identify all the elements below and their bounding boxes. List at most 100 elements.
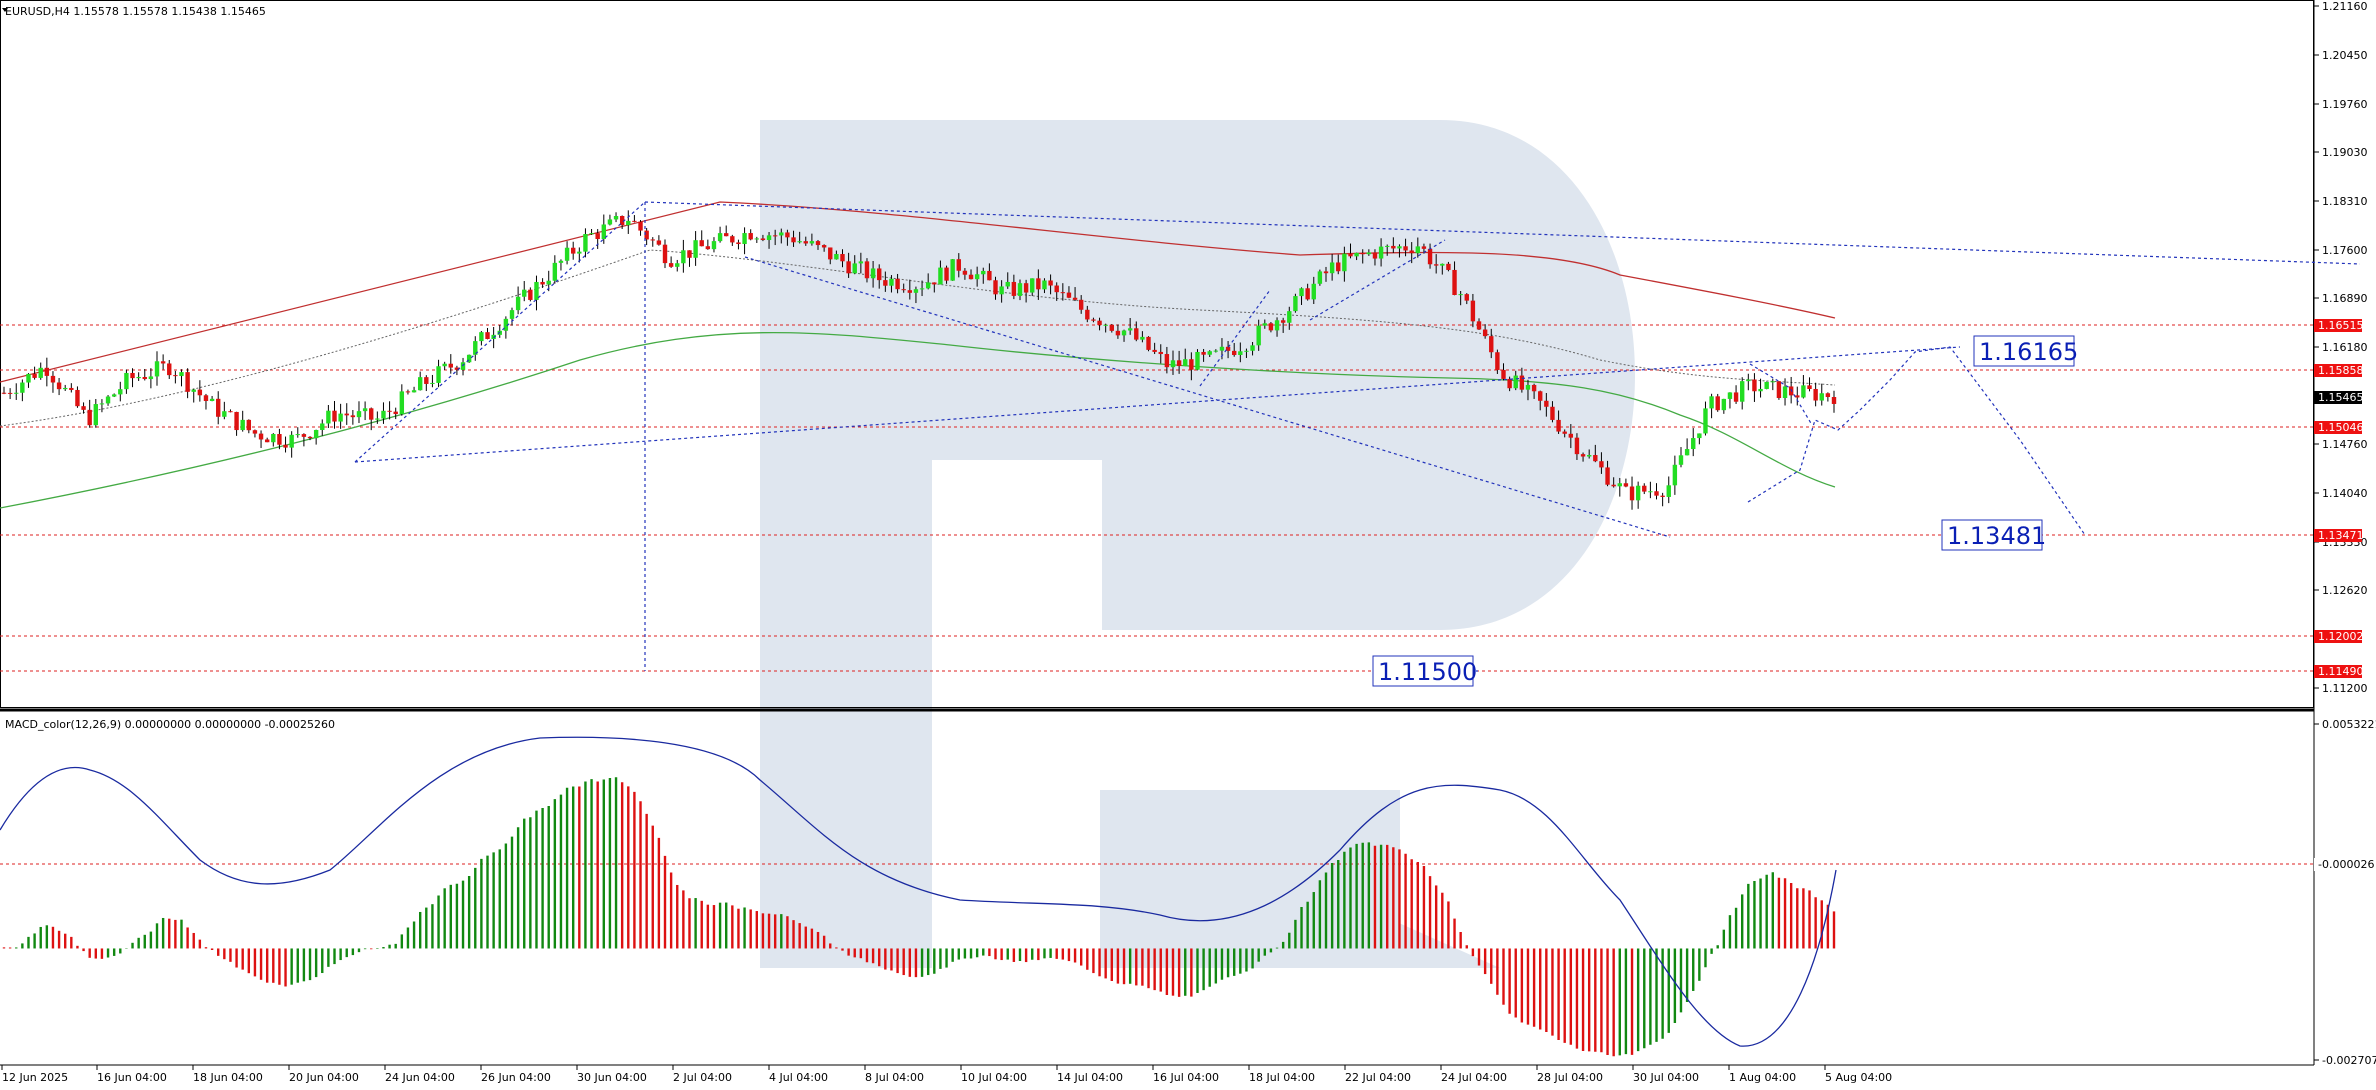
candle	[968, 269, 974, 280]
candlestick-series[interactable]	[1, 210, 1837, 510]
candle	[56, 377, 62, 396]
bull-candle-body	[889, 278, 894, 286]
bull-candle-body	[1739, 381, 1745, 402]
time-tick: 20 Jun 04:00	[288, 1065, 359, 1084]
horizontal-levels[interactable]	[0, 324, 2314, 865]
target-label-1[interactable]: 1.16165	[1973, 335, 2078, 367]
time-axis-labels[interactable]: 12 Jun 2025 16 Jun 04:00 18 Jun 04:00 20…	[1, 1065, 1892, 1084]
candle	[1519, 367, 1525, 393]
level-tag: 1.15046	[2314, 421, 2364, 434]
time-tick: 5 Aug 04:00	[1824, 1065, 1892, 1084]
bear-candle-body	[332, 410, 337, 422]
bear-candle-body	[944, 267, 949, 281]
candle	[1317, 269, 1323, 286]
bull-candle-body	[240, 419, 245, 431]
time-tick: 4 Jul 04:00	[768, 1065, 828, 1084]
price-scale-tick: 1.14760	[2314, 438, 2368, 451]
bear-candle-body	[1409, 250, 1414, 254]
candle	[828, 247, 833, 265]
target-label-2[interactable]: 1.13481	[1941, 519, 2046, 551]
candle	[1005, 272, 1010, 289]
candle	[1599, 452, 1604, 474]
bull-candle-body	[222, 411, 227, 417]
candle	[93, 398, 99, 428]
time-tick: 16 Jul 04:00	[1152, 1065, 1219, 1084]
bull-candle-body	[1250, 345, 1255, 351]
candle	[252, 429, 258, 438]
bear-candle-body	[968, 274, 974, 280]
candle	[1146, 336, 1151, 352]
candle	[668, 256, 674, 268]
bull-candle-body	[950, 259, 955, 281]
candle	[895, 273, 900, 294]
candle	[1207, 350, 1212, 358]
candle	[736, 239, 741, 250]
bear-candle-body	[1752, 379, 1757, 392]
candle	[717, 226, 723, 243]
svg-text:1.20450: 1.20450	[2322, 49, 2368, 62]
macd-histogram[interactable]	[2, 777, 1836, 1057]
svg-text:1.16515: 1.16515	[2318, 319, 2364, 332]
candle	[883, 271, 888, 292]
caption-arrow-icon[interactable]	[2, 8, 8, 12]
bear-candle-body	[846, 261, 851, 274]
bear-candle-body	[56, 382, 62, 390]
candle	[858, 252, 864, 274]
bull-candle-body	[1293, 296, 1298, 312]
bull-candle-body	[1397, 246, 1402, 249]
macd-caption: MACD_color(12,26,9) 0.00000000 0.0000000…	[5, 718, 335, 731]
candle	[1011, 274, 1017, 300]
candle	[699, 230, 704, 247]
bear-candle-body	[1489, 336, 1494, 353]
bear-candle-body	[687, 250, 692, 258]
bull-candle-body	[1354, 252, 1359, 257]
symbol-caption: EURUSD,H4 1.15578 1.15578 1.15438 1.1546…	[5, 5, 266, 18]
candle	[246, 419, 252, 434]
candle	[662, 239, 668, 269]
bull-candle-body	[534, 281, 539, 300]
svg-text:-0.000026: -0.000026	[2318, 858, 2374, 871]
time-tick: 14 Jul 04:00	[1056, 1065, 1123, 1084]
candle	[99, 399, 105, 413]
candle	[1739, 377, 1745, 410]
bear-candle-body	[748, 233, 753, 240]
price-scale-labels[interactable]: 1.21160 1.20450 1.19760 1.19030 1.18310 …	[2314, 0, 2368, 695]
candle	[577, 247, 582, 263]
candle	[1458, 290, 1463, 306]
bear-candle-body	[662, 244, 668, 264]
candle	[1329, 253, 1335, 281]
candle	[405, 389, 411, 395]
candle	[1648, 481, 1653, 499]
target-label-3[interactable]: 1.11500	[1372, 655, 1477, 687]
candle	[1452, 261, 1457, 296]
bull-candle-body	[1678, 455, 1684, 465]
candle	[362, 401, 368, 421]
time-tick: 30 Jul 04:00	[1632, 1065, 1699, 1084]
bull-candle-body	[1017, 283, 1023, 296]
candle	[142, 368, 147, 381]
candle	[1666, 476, 1671, 504]
time-tick: 26 Jun 04:00	[480, 1065, 551, 1084]
bull-candle-body	[601, 224, 606, 240]
candle	[1091, 317, 1096, 323]
forecast-lines[interactable]	[354, 201, 2361, 672]
bull-candle-body	[271, 434, 276, 443]
candle	[130, 368, 135, 388]
bear-candle-body	[1134, 328, 1139, 340]
level-tag: 1.11490	[2314, 665, 2364, 678]
bear-candle-body	[1611, 484, 1616, 487]
time-tick: 18 Jul 04:00	[1248, 1065, 1315, 1084]
candle	[258, 430, 264, 448]
bear-candle-body	[987, 270, 992, 281]
candle	[14, 383, 19, 400]
candle	[1660, 492, 1665, 507]
bear-candle-body	[301, 434, 307, 437]
candle	[1782, 378, 1788, 406]
candle	[1342, 246, 1347, 282]
bear-candle-body	[1164, 354, 1170, 368]
svg-text:18 Jun 04:00: 18 Jun 04:00	[193, 1071, 263, 1084]
bear-candle-body	[1538, 391, 1543, 401]
svg-text:1.11200: 1.11200	[2322, 682, 2368, 695]
